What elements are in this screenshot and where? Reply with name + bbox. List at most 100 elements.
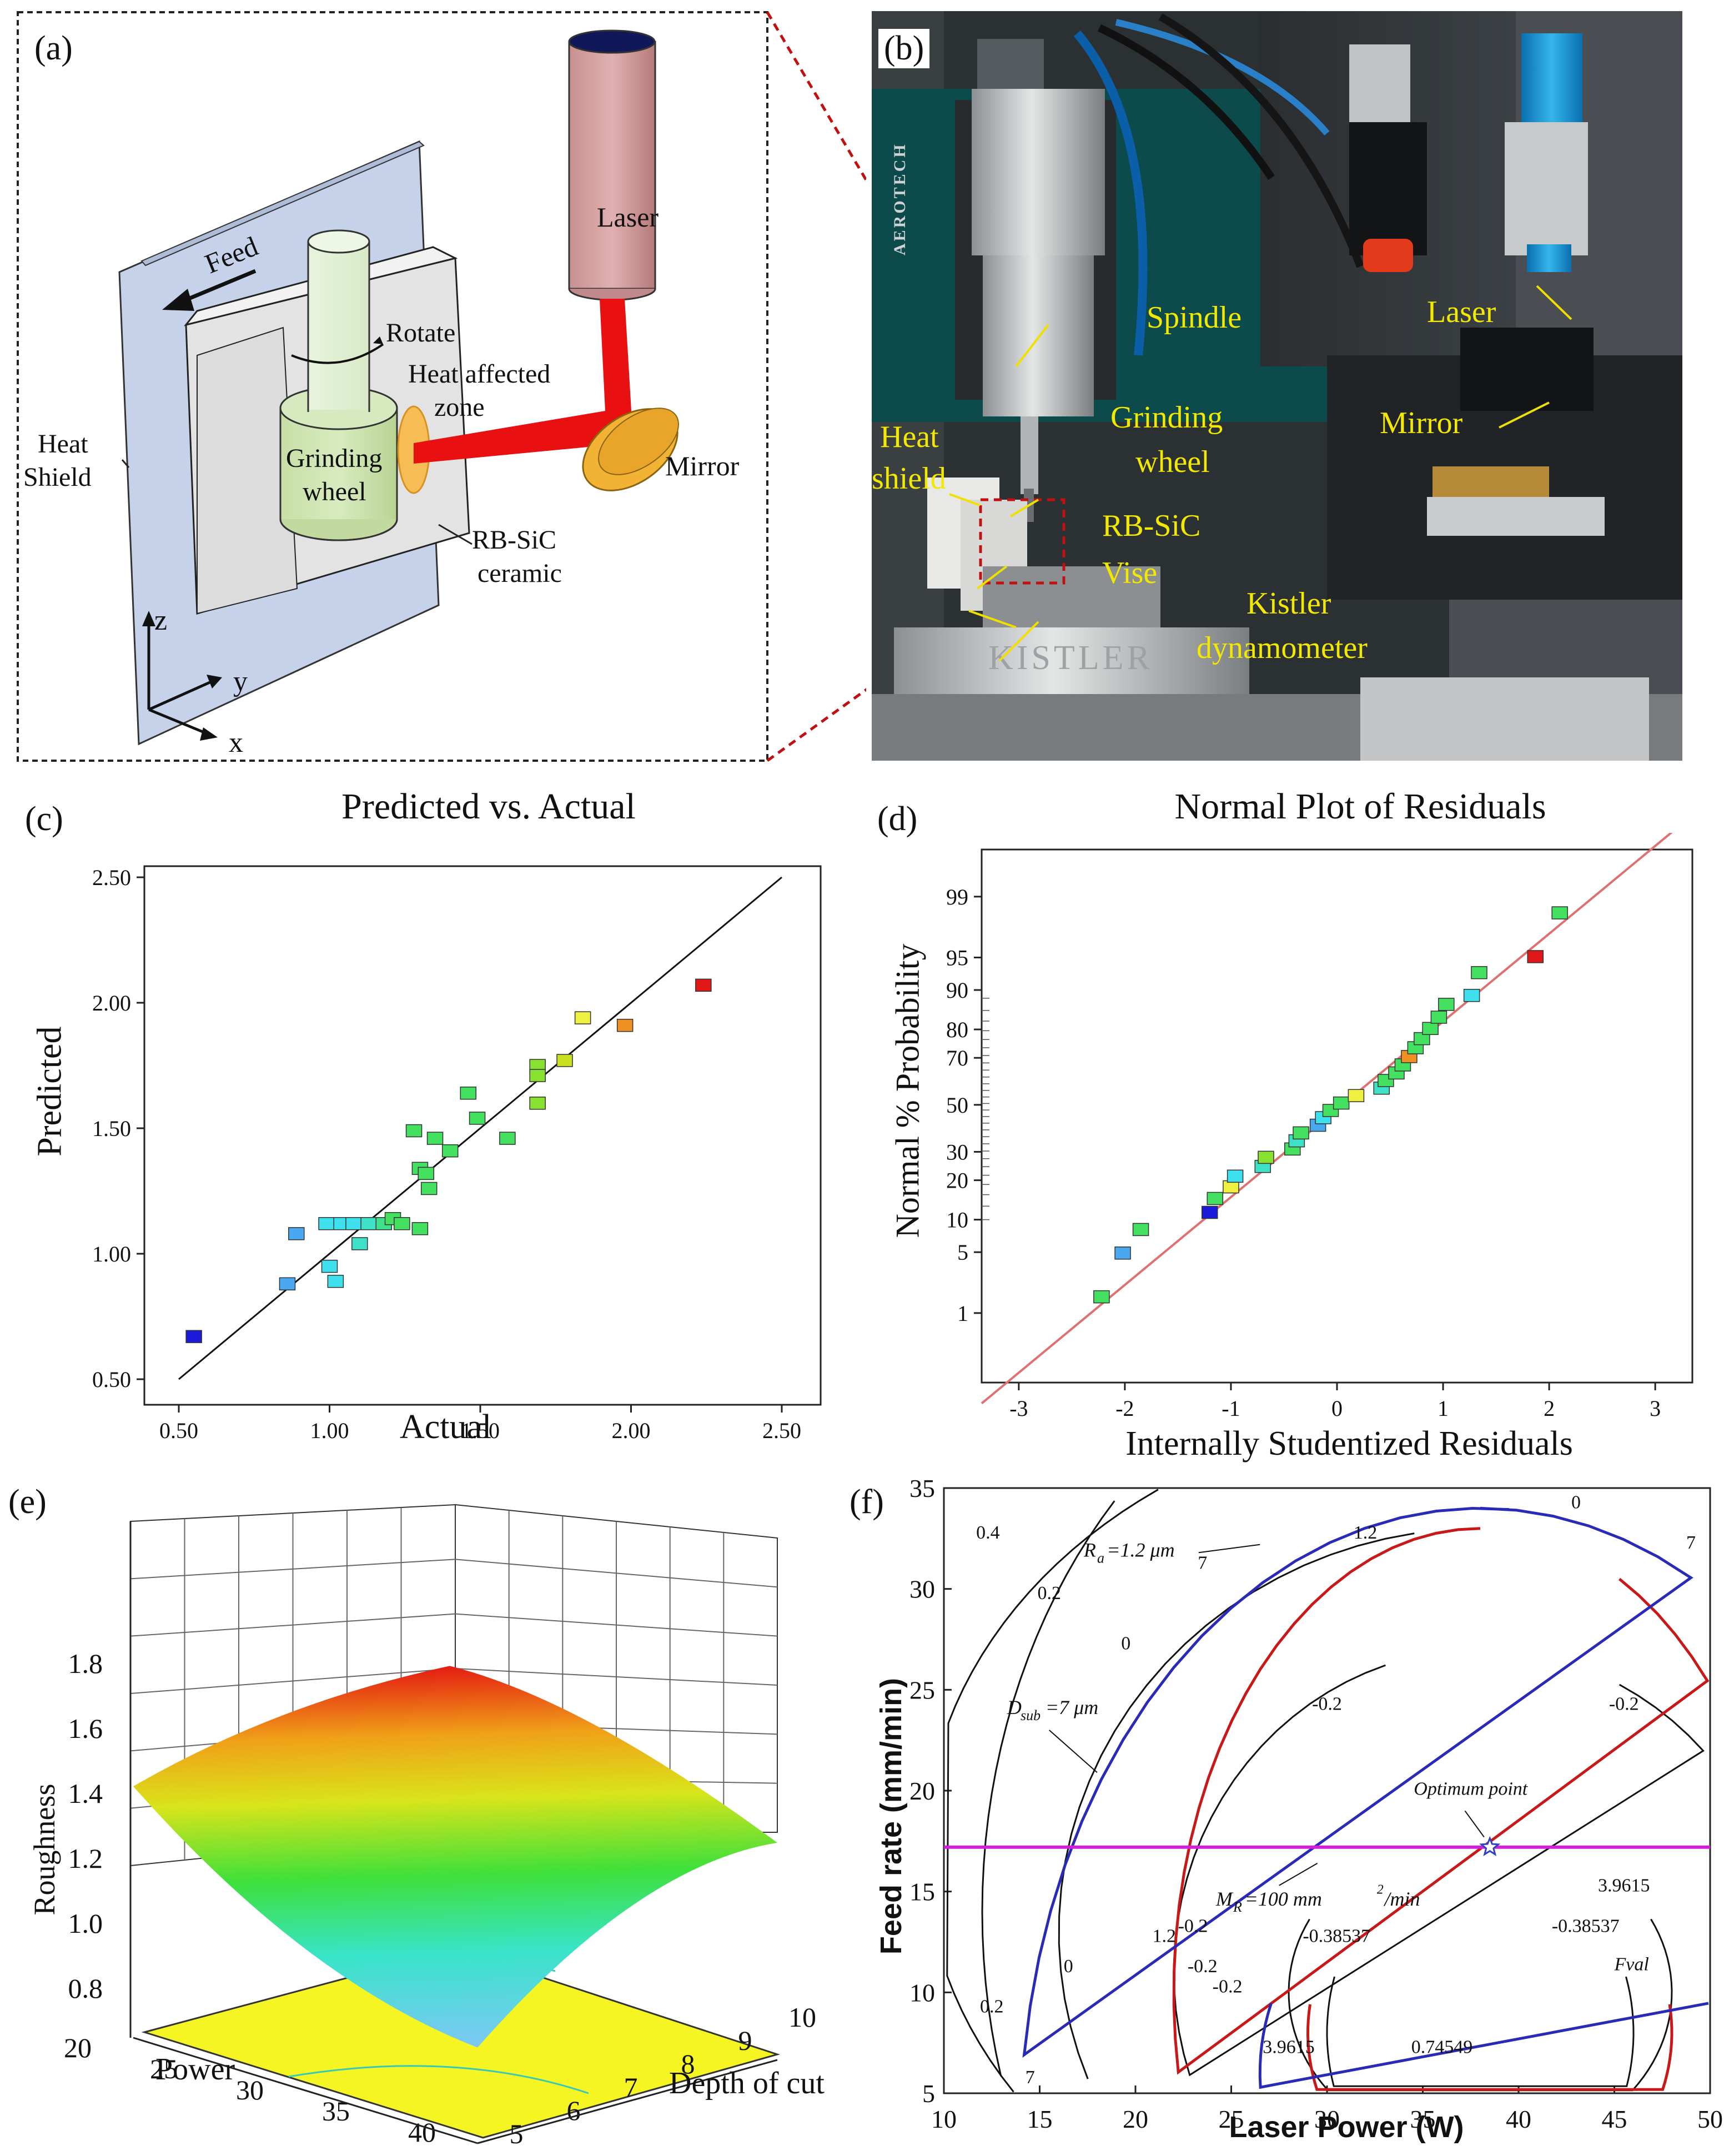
axis-x-label: x xyxy=(229,727,243,758)
data-point xyxy=(1293,1126,1309,1140)
contour-label: -0.2 xyxy=(1609,1694,1639,1715)
rotate-arrow xyxy=(291,343,384,364)
x-tick-label: 0.50 xyxy=(159,1418,198,1443)
z-tick-label: 0.8 xyxy=(68,1973,103,2004)
photo-vise-label: Vise xyxy=(1102,556,1158,590)
y-tick-label: 2.00 xyxy=(92,991,131,1016)
x-tick-label: 1 xyxy=(1437,1396,1449,1421)
contour-label: 0.4 xyxy=(976,1522,1000,1543)
data-point xyxy=(279,1277,296,1290)
contour-label: 0.2 xyxy=(980,1997,1004,2017)
data-point xyxy=(469,1112,486,1125)
contour-label: 0.74549 xyxy=(1411,2037,1473,2057)
data-point xyxy=(1207,1192,1224,1205)
chart-f-ylabel: Feed rate (mm/min) xyxy=(874,1677,908,1955)
data-point xyxy=(1551,906,1568,919)
photo-rbsic-label: RB-SiC xyxy=(1102,509,1201,543)
data-point xyxy=(1114,1247,1131,1260)
y-tick-label: 5 xyxy=(922,2079,935,2108)
axis-z-label: z xyxy=(154,605,168,636)
ra-contour xyxy=(1306,2004,1673,2091)
photo-heat-label-2: shield xyxy=(872,461,946,496)
leader-line xyxy=(1279,1862,1318,1886)
mr-annotation: M xyxy=(1215,1888,1234,1910)
mirror-label: Mirror xyxy=(665,450,740,481)
panel-e-label: (e) xyxy=(8,1483,47,1521)
y-tick-label: 7 xyxy=(624,2072,638,2103)
floor-contour-line xyxy=(288,2065,589,2094)
data-point xyxy=(405,1124,423,1138)
x-tick-label: 10 xyxy=(931,2105,957,2133)
chart-d-xlabel: Internally Studentized Residuals xyxy=(1125,1425,1573,1463)
photo-illustration: AEROTECH KISTLER xyxy=(872,11,1682,761)
data-point xyxy=(460,1086,477,1100)
y-tick-label: 80 xyxy=(946,1017,968,1042)
leader-line xyxy=(1049,1730,1098,1773)
reference-line xyxy=(178,876,782,1380)
photo-kistler-label-2: dynamometer xyxy=(1197,631,1368,665)
reference-line xyxy=(981,833,1673,1405)
data-point xyxy=(1201,1205,1218,1219)
x-tick-label: -1 xyxy=(1222,1396,1240,1421)
y-tick-label: 70 xyxy=(946,1046,968,1071)
chart-c-ylabel: Predicted xyxy=(31,1026,69,1157)
panel-b-photo: AEROTECH KISTLER xyxy=(872,11,1682,761)
z-tick-label: 1.4 xyxy=(68,1778,103,1809)
grid-line xyxy=(130,1668,456,1694)
chart-f-frame xyxy=(943,1487,1711,2094)
grid-line xyxy=(455,1613,778,1637)
contour-label: 0.2 xyxy=(1038,1583,1062,1604)
contour-label: 1.2 xyxy=(1153,1926,1177,1947)
y-tick-label: 30 xyxy=(946,1139,968,1164)
y-tick-label: 95 xyxy=(946,945,968,970)
x-tick-label: 1.00 xyxy=(310,1418,349,1443)
panel-a-label: (a) xyxy=(34,29,73,67)
ceramic-label-2: ceramic xyxy=(478,559,562,588)
leader-line xyxy=(1198,1544,1260,1554)
data-point xyxy=(1414,1032,1430,1046)
chart-c-title: Predicted vs. Actual xyxy=(341,786,636,827)
photo-mirror-label: Mirror xyxy=(1380,406,1463,440)
contour-label: 7 xyxy=(1198,1552,1207,1573)
y-tick-label: 20 xyxy=(909,1777,935,1805)
contour-label: -0.2 xyxy=(1188,1956,1218,1977)
data-point xyxy=(1333,1096,1350,1110)
grid-line xyxy=(455,1668,778,1686)
heat-shield-label-2: Shield xyxy=(23,463,92,492)
mr-annotation-sup: 2 xyxy=(1377,1882,1384,1897)
contour-label: -0.2 xyxy=(1213,1976,1243,1997)
data-point xyxy=(695,978,712,992)
y-tick-label: 1.50 xyxy=(92,1116,131,1141)
x-tick-label: 0 xyxy=(1331,1396,1343,1421)
data-point xyxy=(556,1054,573,1067)
laser-cylinder xyxy=(568,41,656,290)
z-tick-label: 1.6 xyxy=(68,1713,103,1744)
contour-line xyxy=(1058,1532,1415,2079)
contour-line xyxy=(1173,1664,1705,2077)
panel-a-schematic xyxy=(17,11,866,762)
y-tick-label: 30 xyxy=(909,1575,935,1604)
data-point xyxy=(499,1132,516,1145)
data-point xyxy=(1430,1011,1447,1024)
x-tick-label: 35 xyxy=(1410,2105,1436,2133)
chart-e-xlabel: Power xyxy=(155,2052,235,2087)
x-tick-label: 30 xyxy=(1314,2105,1340,2133)
y-tick-label: 8 xyxy=(681,2048,695,2079)
dsub-annotation: D xyxy=(1007,1696,1022,1718)
data-point xyxy=(1438,998,1455,1011)
data-point xyxy=(327,1274,344,1288)
grid-line xyxy=(455,1559,778,1588)
chart-e-ylabel: Depth of cut xyxy=(669,2066,825,2100)
x-tick-label: 15 xyxy=(1027,2105,1053,2133)
mr-annotation-end: /min xyxy=(1384,1888,1420,1910)
ra-annotation: R xyxy=(1083,1539,1096,1561)
chart-d-ylabel: Normal % Probability xyxy=(889,943,926,1238)
data-point xyxy=(345,1217,362,1230)
contour-label: 7 xyxy=(1686,1532,1696,1553)
y-tick-label: 35 xyxy=(909,1474,935,1502)
x-tick-label: 20 xyxy=(64,2032,92,2063)
contour-label: 0 xyxy=(1064,1956,1073,1977)
aerotech-brand: AEROTECH xyxy=(891,142,909,255)
panel-b-label: (b) xyxy=(878,29,930,68)
grid-line xyxy=(130,1559,456,1580)
